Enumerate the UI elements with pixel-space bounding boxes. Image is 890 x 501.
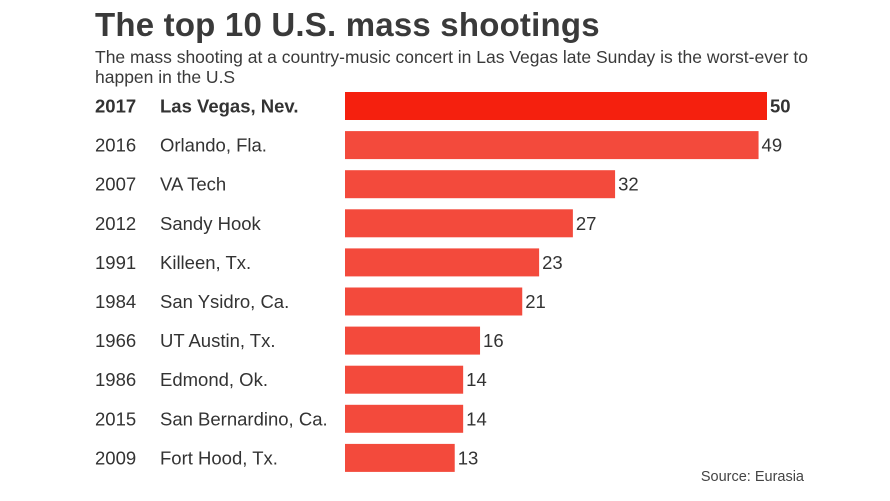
bar-value-label: 14: [466, 408, 487, 429]
source-note: Source: Eurasia: [700, 469, 804, 485]
row-place-label: UT Austin, Tx.: [160, 330, 276, 351]
bar: [345, 404, 464, 433]
bar: [345, 326, 481, 355]
bar-value-label: 16: [483, 330, 504, 351]
row-year-label: 2012: [95, 213, 136, 234]
row-place-label: San Ysidro, Ca.: [160, 291, 289, 312]
chart-subtitle: The mass shooting at a country-music con…: [95, 47, 808, 87]
bar-value-label: 49: [762, 135, 783, 156]
row-year-label: 2016: [95, 135, 136, 156]
bar: [345, 443, 455, 472]
bar: [345, 131, 759, 160]
bar-value-label: 14: [466, 369, 487, 390]
row-year-label: 2009: [95, 447, 136, 468]
bar: [345, 248, 540, 277]
row-place-label: Killeen, Tx.: [160, 252, 251, 273]
row-year-label: 1991: [95, 252, 136, 273]
row-place-label: Edmond, Ok.: [160, 369, 268, 390]
row-place-label: Orlando, Fla.: [160, 135, 267, 156]
bar-value-label: 32: [618, 174, 639, 195]
row-place-label: San Bernardino, Ca.: [160, 408, 328, 429]
chart-title: The top 10 U.S. mass shootings: [95, 6, 600, 43]
row-year-label: 2007: [95, 174, 136, 195]
bar-value-label: 50: [770, 96, 791, 117]
bar: [345, 209, 573, 238]
row-place-label: VA Tech: [160, 174, 226, 195]
bar-value-label: 27: [576, 213, 597, 234]
bar-value-label: 21: [525, 291, 546, 312]
row-year-label: 1966: [95, 330, 136, 351]
row-place-label: Las Vegas, Nev.: [160, 96, 299, 117]
row-year-label: 1984: [95, 291, 136, 312]
bar: [345, 92, 767, 120]
row-place-label: Sandy Hook: [160, 213, 262, 234]
bar-value-label: 13: [458, 447, 479, 468]
bar-value-label: 23: [542, 252, 563, 273]
row-year-label: 2017: [95, 96, 136, 117]
bar: [345, 170, 616, 199]
bar: [345, 365, 464, 394]
row-year-label: 1986: [95, 369, 136, 390]
bar: [345, 287, 523, 316]
row-place-label: Fort Hood, Tx.: [160, 447, 278, 468]
row-year-label: 2015: [95, 408, 136, 429]
